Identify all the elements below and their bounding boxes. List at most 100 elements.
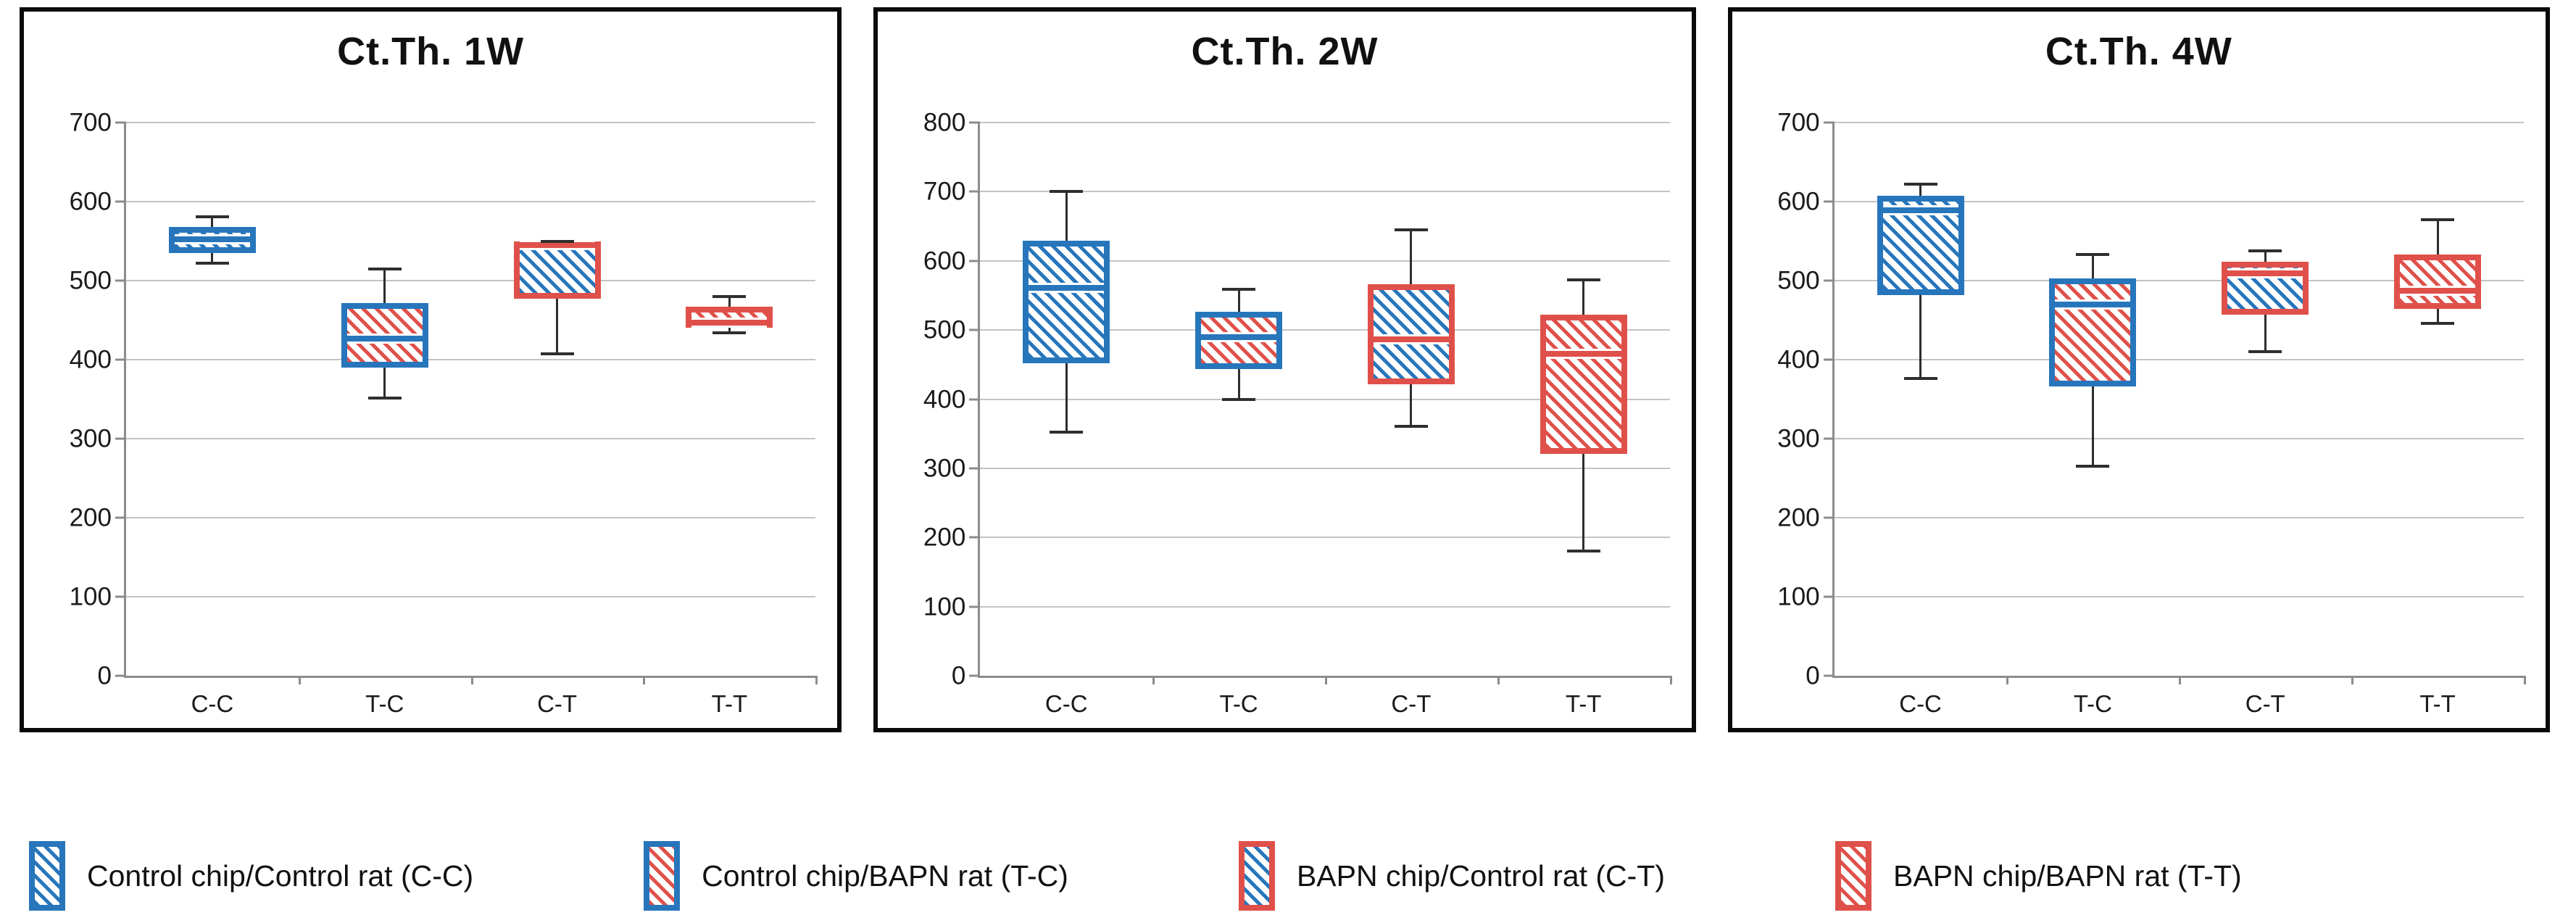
- whisker-cap-low: [540, 352, 574, 356]
- gridline: [126, 596, 816, 597]
- whisker-cap-low: [1566, 550, 1600, 553]
- y-tick-label: 600: [923, 247, 966, 276]
- whisker-upper: [728, 296, 731, 307]
- y-axis-tick: [1823, 437, 1835, 440]
- whisker-lower: [1065, 363, 1068, 433]
- gridline: [126, 201, 816, 202]
- charts-row: Ct.Th. 1W 0 100 200 300 400 500 600 700 C-C T-C C-…: [20, 7, 2550, 732]
- whisker-cap-high: [2076, 253, 2110, 257]
- y-tick-label: 400: [1777, 345, 1820, 374]
- whisker-lower: [1410, 384, 1413, 426]
- whisker-cap-low: [1394, 424, 1428, 428]
- y-tick-label: 700: [69, 108, 112, 137]
- x-category-label: C-T: [1391, 690, 1432, 717]
- chart-panel-4w: Ct.Th. 4W 0 100 200 300 400 500 600 700 C-C T-C C-…: [1727, 7, 2550, 732]
- x-axis-tick: [1324, 676, 1327, 684]
- y-tick-label: 700: [1777, 108, 1820, 137]
- gridline: [1834, 122, 2524, 123]
- whisker-cap-low: [1050, 431, 1084, 434]
- whisker-upper: [211, 216, 214, 227]
- y-axis-tick: [1823, 279, 1835, 282]
- x-category-label: C-C: [1044, 690, 1088, 717]
- whisker-lower: [728, 328, 731, 333]
- x-axis-tick: [2523, 676, 2526, 684]
- boxplot-box-tt: [1540, 315, 1627, 454]
- boxplot-box-tc: [2049, 278, 2137, 387]
- whisker-cap-high: [2421, 218, 2455, 222]
- x-axis-tick: [1497, 676, 1500, 684]
- whisker-cap-high: [367, 267, 402, 270]
- whisker-cap-high: [1050, 190, 1084, 194]
- median-line: [691, 317, 768, 328]
- chart-title: Ct.Th. 1W: [337, 30, 525, 73]
- x-category-label: C-T: [537, 690, 578, 717]
- gridline: [980, 260, 1670, 262]
- whisker-upper: [2264, 250, 2267, 262]
- plot-area: 0 100 200 300 400 500 600 700 800 C-C T-C C-T T-T: [923, 110, 1672, 717]
- y-tick-label: 300: [923, 454, 966, 483]
- y-axis-tick: [1823, 358, 1835, 361]
- whisker-cap-high: [195, 215, 229, 218]
- x-axis-tick: [815, 676, 818, 684]
- y-axis-tick: [969, 121, 981, 124]
- legend-label: BAPN chip/Control rat (C-T): [1296, 858, 1665, 893]
- y-tick-label: 300: [69, 424, 112, 453]
- chart-panel-2w: Ct.Th. 2W 0 100 200 300 400 500 600 700 800 C-C T-…: [873, 7, 1696, 732]
- y-tick-label: 600: [1777, 187, 1820, 216]
- whisker-cap-low: [712, 331, 747, 334]
- y-axis-tick: [1823, 516, 1835, 519]
- whisker-cap-low: [2421, 321, 2455, 325]
- y-tick-label: 0: [951, 661, 966, 690]
- x-category-label: C-T: [2245, 690, 2285, 717]
- chart-title: Ct.Th. 2W: [1191, 30, 1379, 73]
- y-axis-tick: [115, 516, 126, 519]
- y-axis-tick: [1823, 674, 1835, 677]
- median-line: [346, 333, 423, 344]
- whisker-lower: [1237, 368, 1240, 400]
- x-axis-tick: [470, 676, 473, 684]
- whisker-upper: [2091, 254, 2094, 278]
- y-tick-label: 200: [1777, 503, 1820, 532]
- gridline: [126, 122, 816, 123]
- y-axis-tick: [115, 200, 126, 203]
- plot-area: 0 100 200 300 400 500 600 700 C-C T-C C-T T-T: [1777, 110, 2526, 717]
- median-line: [1545, 348, 1621, 359]
- y-tick-label: 0: [97, 661, 112, 690]
- whisker-lower: [211, 252, 214, 264]
- legend-swatch-ct: [1238, 841, 1275, 911]
- y-tick-label: 100: [1777, 582, 1820, 611]
- y-axis-tick: [115, 358, 126, 361]
- y-tick-label: 200: [69, 503, 112, 532]
- boxplot-box-cc: [1023, 241, 1110, 363]
- median-line: [2400, 286, 2476, 297]
- gridline: [980, 467, 1670, 469]
- gridline: [126, 359, 816, 360]
- whisker-cap-high: [540, 239, 574, 243]
- y-axis-tick: [969, 605, 981, 608]
- y-axis-tick: [969, 674, 981, 677]
- x-axis-tick: [2351, 676, 2354, 684]
- whisker-lower: [2091, 386, 2094, 467]
- y-tick-label: 100: [69, 582, 112, 611]
- y-tick-label: 500: [69, 266, 112, 295]
- y-axis-tick: [115, 595, 126, 598]
- legend-item-ct: BAPN chip/Control rat (C-T): [1238, 841, 1665, 911]
- legend-item-tc: Control chip/BAPN rat (T-C): [644, 841, 1068, 911]
- median-line: [2055, 299, 2131, 310]
- y-axis-tick: [969, 536, 981, 539]
- legend-label: BAPN chip/BAPN rat (T-T): [1893, 858, 2242, 893]
- whisker-upper: [1919, 184, 1922, 196]
- whisker-lower: [2264, 314, 2267, 352]
- chart-panel-1w: Ct.Th. 1W 0 100 200 300 400 500 600 700 C-C T-C C-…: [20, 7, 842, 732]
- y-tick-label: 400: [923, 385, 966, 413]
- gridline: [980, 537, 1670, 539]
- whisker-lower: [383, 367, 386, 399]
- median-line: [1373, 334, 1449, 344]
- gridline: [1834, 596, 2524, 597]
- y-tick-label: 800: [923, 108, 966, 137]
- whisker-cap-low: [367, 397, 402, 400]
- y-axis-tick: [969, 260, 981, 262]
- x-axis-tick: [2006, 676, 2009, 684]
- whisker-cap-low: [2076, 465, 2110, 468]
